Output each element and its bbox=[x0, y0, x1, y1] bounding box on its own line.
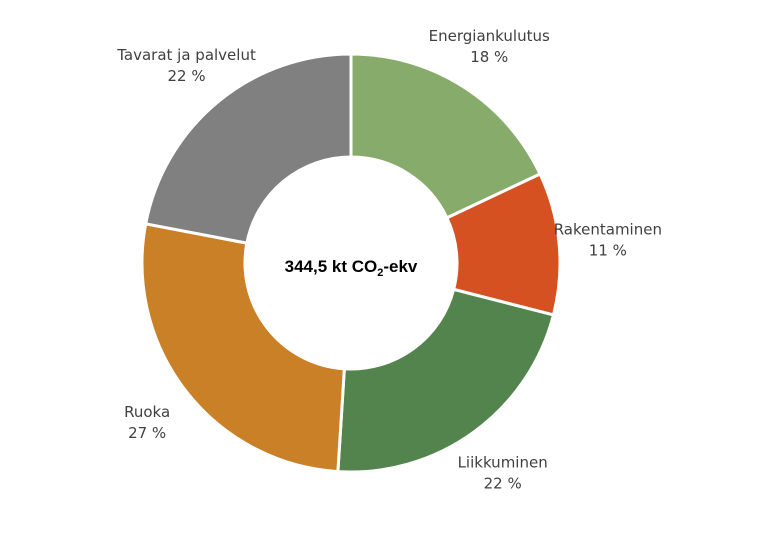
slice-label-liikkuminen: Liikkuminen 22 % bbox=[458, 454, 548, 493]
slice-liikkuminen bbox=[336, 287, 556, 474]
slice-value-label: 11 % bbox=[589, 242, 627, 260]
slice-name: Ruoka bbox=[124, 403, 170, 421]
slice-ruoka bbox=[140, 222, 346, 474]
slice-value-label: 18 % bbox=[470, 48, 508, 66]
center-total-label: 344,5 kt CO2-ekv bbox=[285, 257, 418, 278]
center-total-value: 344,5 kt CO bbox=[285, 257, 378, 276]
center-total-subscript: 2 bbox=[377, 267, 383, 279]
slice-label-rakentaminen: Rakentaminen 11 % bbox=[554, 221, 662, 260]
slice-name: Tavarat ja palvelut bbox=[116, 46, 256, 64]
labels-layer: Energiankulutus 18 % Rakentaminen 11 % Liikk… bbox=[116, 27, 662, 493]
slice-name: Energiankulutus bbox=[429, 27, 550, 45]
slice-energiankulutus bbox=[349, 52, 543, 220]
slice-value-label: 22 % bbox=[484, 475, 522, 493]
center-total-suffix: -ekv bbox=[383, 257, 418, 276]
slice-name: Rakentaminen bbox=[554, 221, 662, 239]
slice-name: Liikkuminen bbox=[458, 454, 548, 472]
slice-label-tavarat-ja-palvelut: Tavarat ja palvelut 22 % bbox=[116, 46, 256, 85]
slice-label-energiankulutus: Energiankulutus 18 % bbox=[429, 27, 550, 66]
slice-value-label: 27 % bbox=[128, 424, 166, 442]
slice-label-ruoka: Ruoka 27 % bbox=[124, 403, 170, 442]
slices-layer bbox=[140, 52, 562, 474]
slice-tavarat-ja-palvelut bbox=[143, 52, 353, 245]
slice-value-label: 22 % bbox=[167, 67, 205, 85]
